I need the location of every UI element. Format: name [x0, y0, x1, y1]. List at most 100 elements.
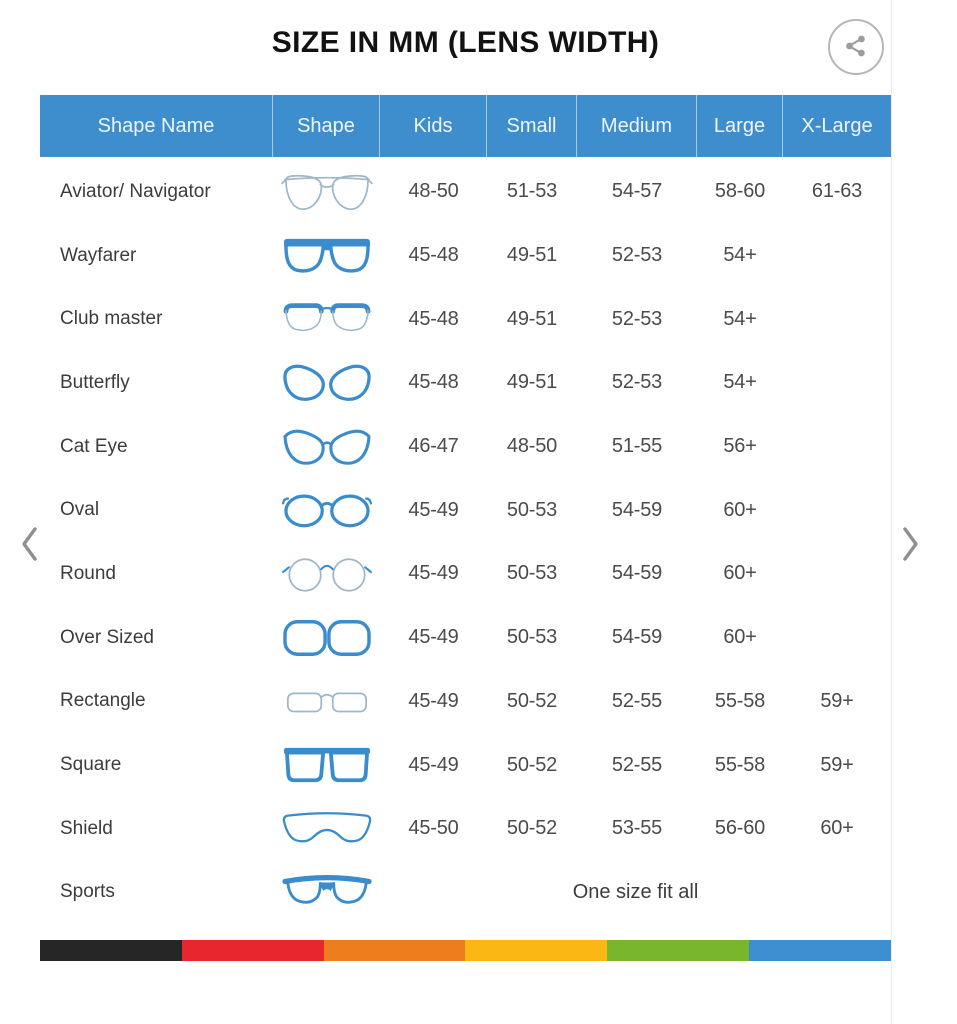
rectangle-glasses-icon	[286, 692, 367, 713]
carousel-next-button[interactable]	[900, 524, 922, 564]
size-value: 60+	[820, 817, 854, 840]
column-header-shape-name: Shape Name	[40, 95, 273, 157]
column-header-small: Small	[487, 95, 577, 157]
size-value: 51-55	[611, 435, 663, 458]
size-value: 49-51	[506, 371, 558, 394]
shape-name: Rectangle	[60, 690, 146, 712]
size-value: 59+	[820, 689, 854, 712]
footer-stripe-segment	[181, 940, 324, 961]
shape-cell	[273, 808, 380, 850]
size-value: 48-50	[506, 435, 558, 458]
shape-name: Cat Eye	[60, 435, 128, 457]
size-value: 45-49	[408, 689, 459, 712]
shape-cell	[273, 171, 380, 213]
chevron-right-icon	[900, 527, 922, 567]
shape-name: Wayfarer	[60, 244, 137, 266]
size-value: 45-49	[408, 626, 459, 649]
shape-cell	[273, 680, 380, 722]
shape-name: Round	[60, 562, 116, 584]
column-header-x-large: X-Large	[801, 114, 873, 137]
one-size-note: One size fit all	[572, 880, 699, 903]
footer-stripe-segment	[607, 940, 750, 961]
footer-stripe-segment	[323, 940, 466, 961]
sports-glasses-icon	[281, 875, 372, 905]
shape-name: Over Sized	[60, 626, 154, 648]
column-header-medium: Medium	[577, 95, 697, 157]
oversized-glasses-icon	[282, 619, 371, 656]
shape-name: Shield	[60, 817, 113, 839]
table-row: Butterfly 45-48 49-51 52-53 54+	[40, 351, 891, 415]
table-row: Oval 45-49 50-53 54-59 60+	[40, 478, 891, 542]
size-value: 52-53	[611, 307, 663, 330]
shape-cell	[273, 362, 380, 404]
size-value: 54+	[723, 371, 757, 394]
round-glasses-icon	[281, 558, 372, 592]
column-header-large: Large	[697, 95, 783, 157]
size-value: 50-53	[506, 562, 558, 585]
table-row: Rectangle 45-49 50-52 52-55 55-58 59+	[40, 670, 891, 734]
footer-stripe-segment	[749, 940, 891, 961]
size-value: 53-55	[611, 817, 663, 840]
footer-stripe-segment	[465, 940, 608, 961]
aviator-glasses-icon	[280, 174, 373, 210]
cateye-glasses-icon	[282, 429, 371, 465]
shield-glasses-icon	[282, 811, 371, 843]
shape-cell	[273, 871, 380, 913]
page-title: SIZE IN MM (LENS WIDTH)	[271, 26, 660, 59]
table-row: Square 45-49 50-52 52-55 55-58 59+	[40, 733, 891, 797]
wayfarer-glasses-icon	[283, 238, 370, 273]
size-value: 61-63	[811, 180, 863, 203]
table-row: Wayfarer 45-48 49-51 52-53 54+	[40, 224, 891, 288]
size-value: 54-59	[611, 626, 663, 649]
table-row: Sports One size fit all	[40, 861, 891, 925]
size-value: 49-51	[506, 307, 558, 330]
table-row: Club master 45-48 49-51 52-53 54+	[40, 287, 891, 351]
size-value: 50-52	[506, 689, 558, 712]
size-value: 54-57	[611, 180, 663, 203]
size-value: 50-53	[506, 498, 558, 521]
size-value: 58-60	[714, 180, 766, 203]
size-value: 45-48	[408, 371, 459, 394]
shape-cell	[273, 617, 380, 659]
shape-name: Aviator/ Navigator	[60, 180, 211, 202]
shape-name: Butterfly	[60, 371, 130, 393]
table-header-row: Shape Name Shape Kids Small Medium Large X-Lar…	[40, 95, 891, 157]
shape-name: Oval	[60, 499, 100, 521]
table-row: Shield 45-50 50-52 53-55 56-60 60+	[40, 797, 891, 861]
size-value: 52-53	[611, 244, 663, 267]
shape-cell	[273, 553, 380, 595]
size-value: 45-49	[408, 498, 459, 521]
size-value: 50-52	[506, 753, 558, 776]
size-value: 45-49	[408, 562, 459, 585]
table-row: Aviator/ Navigator 48-50 51-53 54-57 58-60 6…	[40, 160, 891, 224]
table-row: Over Sized 45-49 50-53 54-59 60+	[40, 606, 891, 670]
size-value: 52-55	[611, 689, 663, 712]
butterfly-glasses-icon	[282, 364, 371, 401]
size-value: 56-60	[714, 817, 766, 840]
carousel-prev-button[interactable]	[18, 524, 40, 564]
shape-cell	[273, 744, 380, 786]
footer-color-stripe	[40, 940, 891, 961]
shape-cell	[273, 426, 380, 468]
share-icon	[843, 33, 869, 62]
shape-cell	[273, 489, 380, 531]
size-value: 54+	[723, 244, 757, 267]
size-value: 45-50	[408, 817, 459, 840]
table-body: Aviator/ Navigator 48-50 51-53 54-57 58-60 6…	[40, 160, 891, 924]
card-edge-line	[891, 0, 892, 1024]
size-value: 54-59	[611, 498, 663, 521]
size-value: 54+	[723, 307, 757, 330]
size-value: 45-48	[408, 244, 459, 267]
size-value: 56+	[723, 435, 757, 458]
square-glasses-icon	[283, 747, 370, 783]
size-value: 45-48	[408, 307, 459, 330]
size-value: 45-49	[408, 753, 459, 776]
share-button[interactable]	[828, 19, 884, 75]
size-value: 50-53	[506, 626, 558, 649]
table-row: Cat Eye 46-47 48-50 51-55 56+	[40, 415, 891, 479]
shape-name: Club master	[60, 308, 163, 330]
shape-name: Square	[60, 754, 122, 776]
clubmaster-glasses-icon	[283, 303, 370, 332]
size-value: 46-47	[408, 435, 459, 458]
